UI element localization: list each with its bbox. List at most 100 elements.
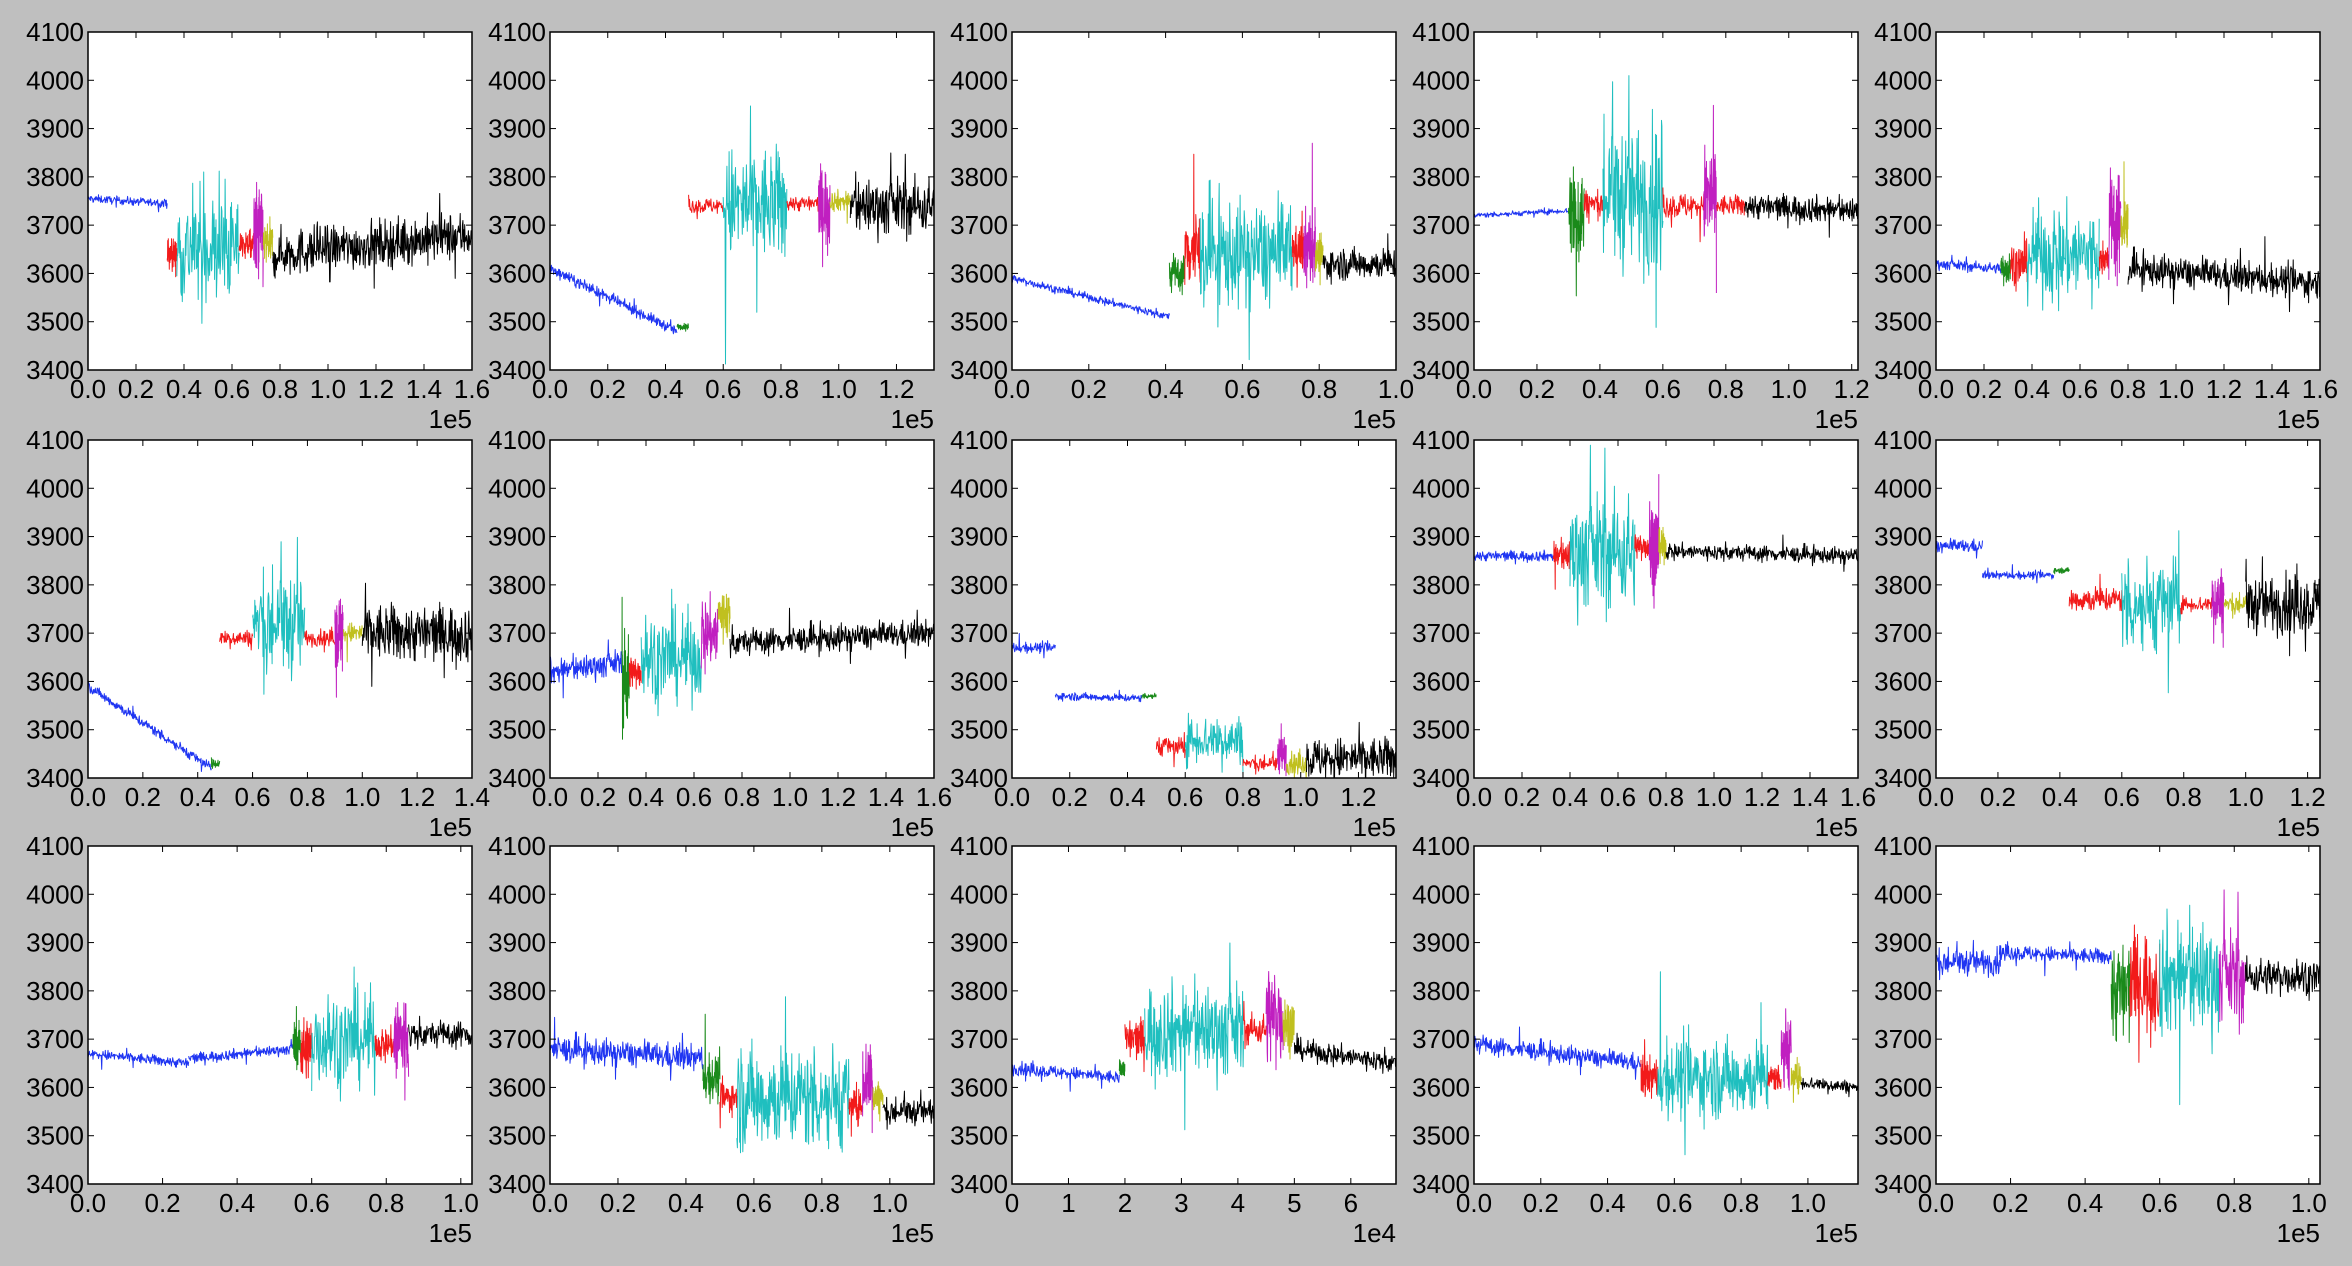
series-line-black (408, 1015, 472, 1050)
y-tick-label: 3700 (950, 1024, 1008, 1054)
x-tick-label: 1 (1061, 1188, 1075, 1218)
x-tick-label: 1.0 (772, 782, 808, 812)
series-line-red (848, 1081, 864, 1137)
subplot-1: 3400 3500 3600 3700 3800 3900 4000 4100 0.0 0.2 0.… (26, 17, 490, 434)
series-line-cyan (1657, 971, 1769, 1156)
x-tick-label: 0.8 (804, 1188, 840, 1218)
series-group (1936, 530, 2320, 694)
series-line-red (1583, 188, 1604, 224)
subplot-13: 3400 3500 3600 3700 3800 3900 4000 4100 0 1 2 3 4 5 61… (950, 831, 1397, 1248)
series-line-cyan (736, 996, 850, 1154)
subplot-7: 3400 3500 3600 3700 3800 3900 4000 4100 0.0 0.2 0.… (488, 425, 952, 842)
y-tick-label: 3700 (26, 618, 84, 648)
x-tick-label: 1.6 (916, 782, 952, 812)
y-tick-label: 4100 (1874, 17, 1932, 47)
y-tick-label: 4000 (26, 65, 84, 95)
series-line-blue (188, 1038, 294, 1066)
series-line-blue (1012, 633, 1056, 659)
subplot-grid: 3400 3500 3600 3700 3800 3900 4000 4100 0.0 0.2 0.… (26, 17, 2338, 1248)
y-tick-label: 3700 (1874, 618, 1932, 648)
x-tick-label: 1.0 (1696, 782, 1732, 812)
y-tick-label: 3400 (26, 355, 84, 385)
series-line-red (1662, 187, 1705, 243)
x-tick-label: 0.6 (736, 1188, 772, 1218)
y-tick-label: 3400 (950, 1169, 1008, 1199)
axes-frame (1473, 31, 1859, 371)
x-offset-label: 1e5 (1353, 404, 1396, 434)
subplot-11: 3400 3500 3600 3700 3800 3900 4000 4100 0.0 0.2 0.… (26, 831, 479, 1248)
y-tick-label: 3700 (1874, 210, 1932, 240)
y-tick-label: 3900 (950, 522, 1008, 552)
x-tick-label: 0.0 (994, 782, 1030, 812)
series-line-red (166, 238, 178, 278)
x-tick-label: 0.4 (1552, 782, 1588, 812)
x-tick-label: 0.4 (2014, 374, 2050, 404)
plot-area (1474, 846, 1858, 1184)
series-line-olive (1658, 526, 1667, 566)
series-line-cyan (1569, 444, 1636, 626)
x-tick-label: 0.6 (2142, 1188, 2178, 1218)
y-tick-label: 3900 (1874, 522, 1932, 552)
series-line-magenta (1780, 1008, 1792, 1091)
series-group (88, 536, 472, 772)
series-line-black (2245, 556, 2320, 657)
series-line-red (2098, 240, 2110, 275)
y-tick-label: 3400 (488, 763, 546, 793)
x-offset-label: 1e5 (2277, 404, 2320, 434)
y-tick-label: 3400 (950, 355, 1008, 385)
y-tick-label: 4100 (1412, 831, 1470, 861)
x-offset-label: 1e4 (1353, 1218, 1396, 1248)
series-line-green (621, 596, 630, 740)
x-tick-label: 0.4 (628, 782, 664, 812)
x-tick-label: 0.0 (1456, 374, 1492, 404)
y-tick-label: 3500 (1412, 715, 1470, 745)
plot-area (1474, 440, 1858, 778)
y-tick-label: 3800 (488, 162, 546, 192)
x-tick-label: 1.0 (2291, 1188, 2327, 1218)
series-line-magenta (862, 1043, 874, 1134)
subplot-4: 3400 3500 3600 3700 3800 3900 4000 4100 0.0 0.2 0.… (1412, 17, 1870, 434)
y-tick-label: 3800 (950, 162, 1008, 192)
x-tick-label: 0.8 (1225, 782, 1261, 812)
y-tick-label: 3500 (26, 715, 84, 745)
series-line-olive (1285, 748, 1307, 778)
y-tick-label: 4100 (1874, 831, 1932, 861)
series-line-green (1567, 166, 1585, 297)
x-tick-label: 0.2 (118, 374, 154, 404)
y-tick-label: 3800 (488, 976, 546, 1006)
y-tick-label: 3600 (488, 258, 546, 288)
y-tick-label: 3900 (950, 114, 1008, 144)
series-line-magenta (818, 163, 831, 268)
series-line-magenta (1277, 723, 1287, 777)
plot-area (1012, 440, 1396, 778)
y-tick-label: 4000 (26, 473, 84, 503)
series-line-cyan (311, 966, 376, 1102)
series-line-blue (1474, 549, 1554, 565)
y-tick-label: 3600 (26, 258, 84, 288)
y-tick-label: 3800 (1874, 976, 1932, 1006)
x-tick-label: 0.6 (705, 374, 741, 404)
y-tick-label: 3400 (1874, 355, 1932, 385)
series-line-black (2244, 955, 2320, 1001)
series-line-red (1242, 750, 1278, 775)
series-group (1474, 444, 1858, 626)
series-line-cyan (2159, 904, 2220, 1106)
series-line-olive (1314, 232, 1324, 286)
y-tick-label: 3600 (488, 666, 546, 696)
series-line-black (361, 582, 472, 687)
x-tick-label: 1.2 (1744, 782, 1780, 812)
plot-area (550, 32, 934, 370)
y-tick-label: 4000 (488, 65, 546, 95)
y-tick-label: 4100 (488, 17, 546, 47)
x-tick-label: 0.2 (1980, 782, 2016, 812)
series-line-green (2053, 567, 2070, 575)
series-line-magenta (2211, 568, 2225, 648)
y-tick-label: 3400 (950, 763, 1008, 793)
y-tick-label: 3900 (488, 928, 546, 958)
x-tick-label: 0.2 (1519, 374, 1555, 404)
x-tick-label: 0.8 (368, 1188, 404, 1218)
x-tick-label: 0.0 (70, 374, 106, 404)
x-tick-label: 1.0 (2228, 782, 2264, 812)
x-offset-label: 1e5 (429, 404, 472, 434)
